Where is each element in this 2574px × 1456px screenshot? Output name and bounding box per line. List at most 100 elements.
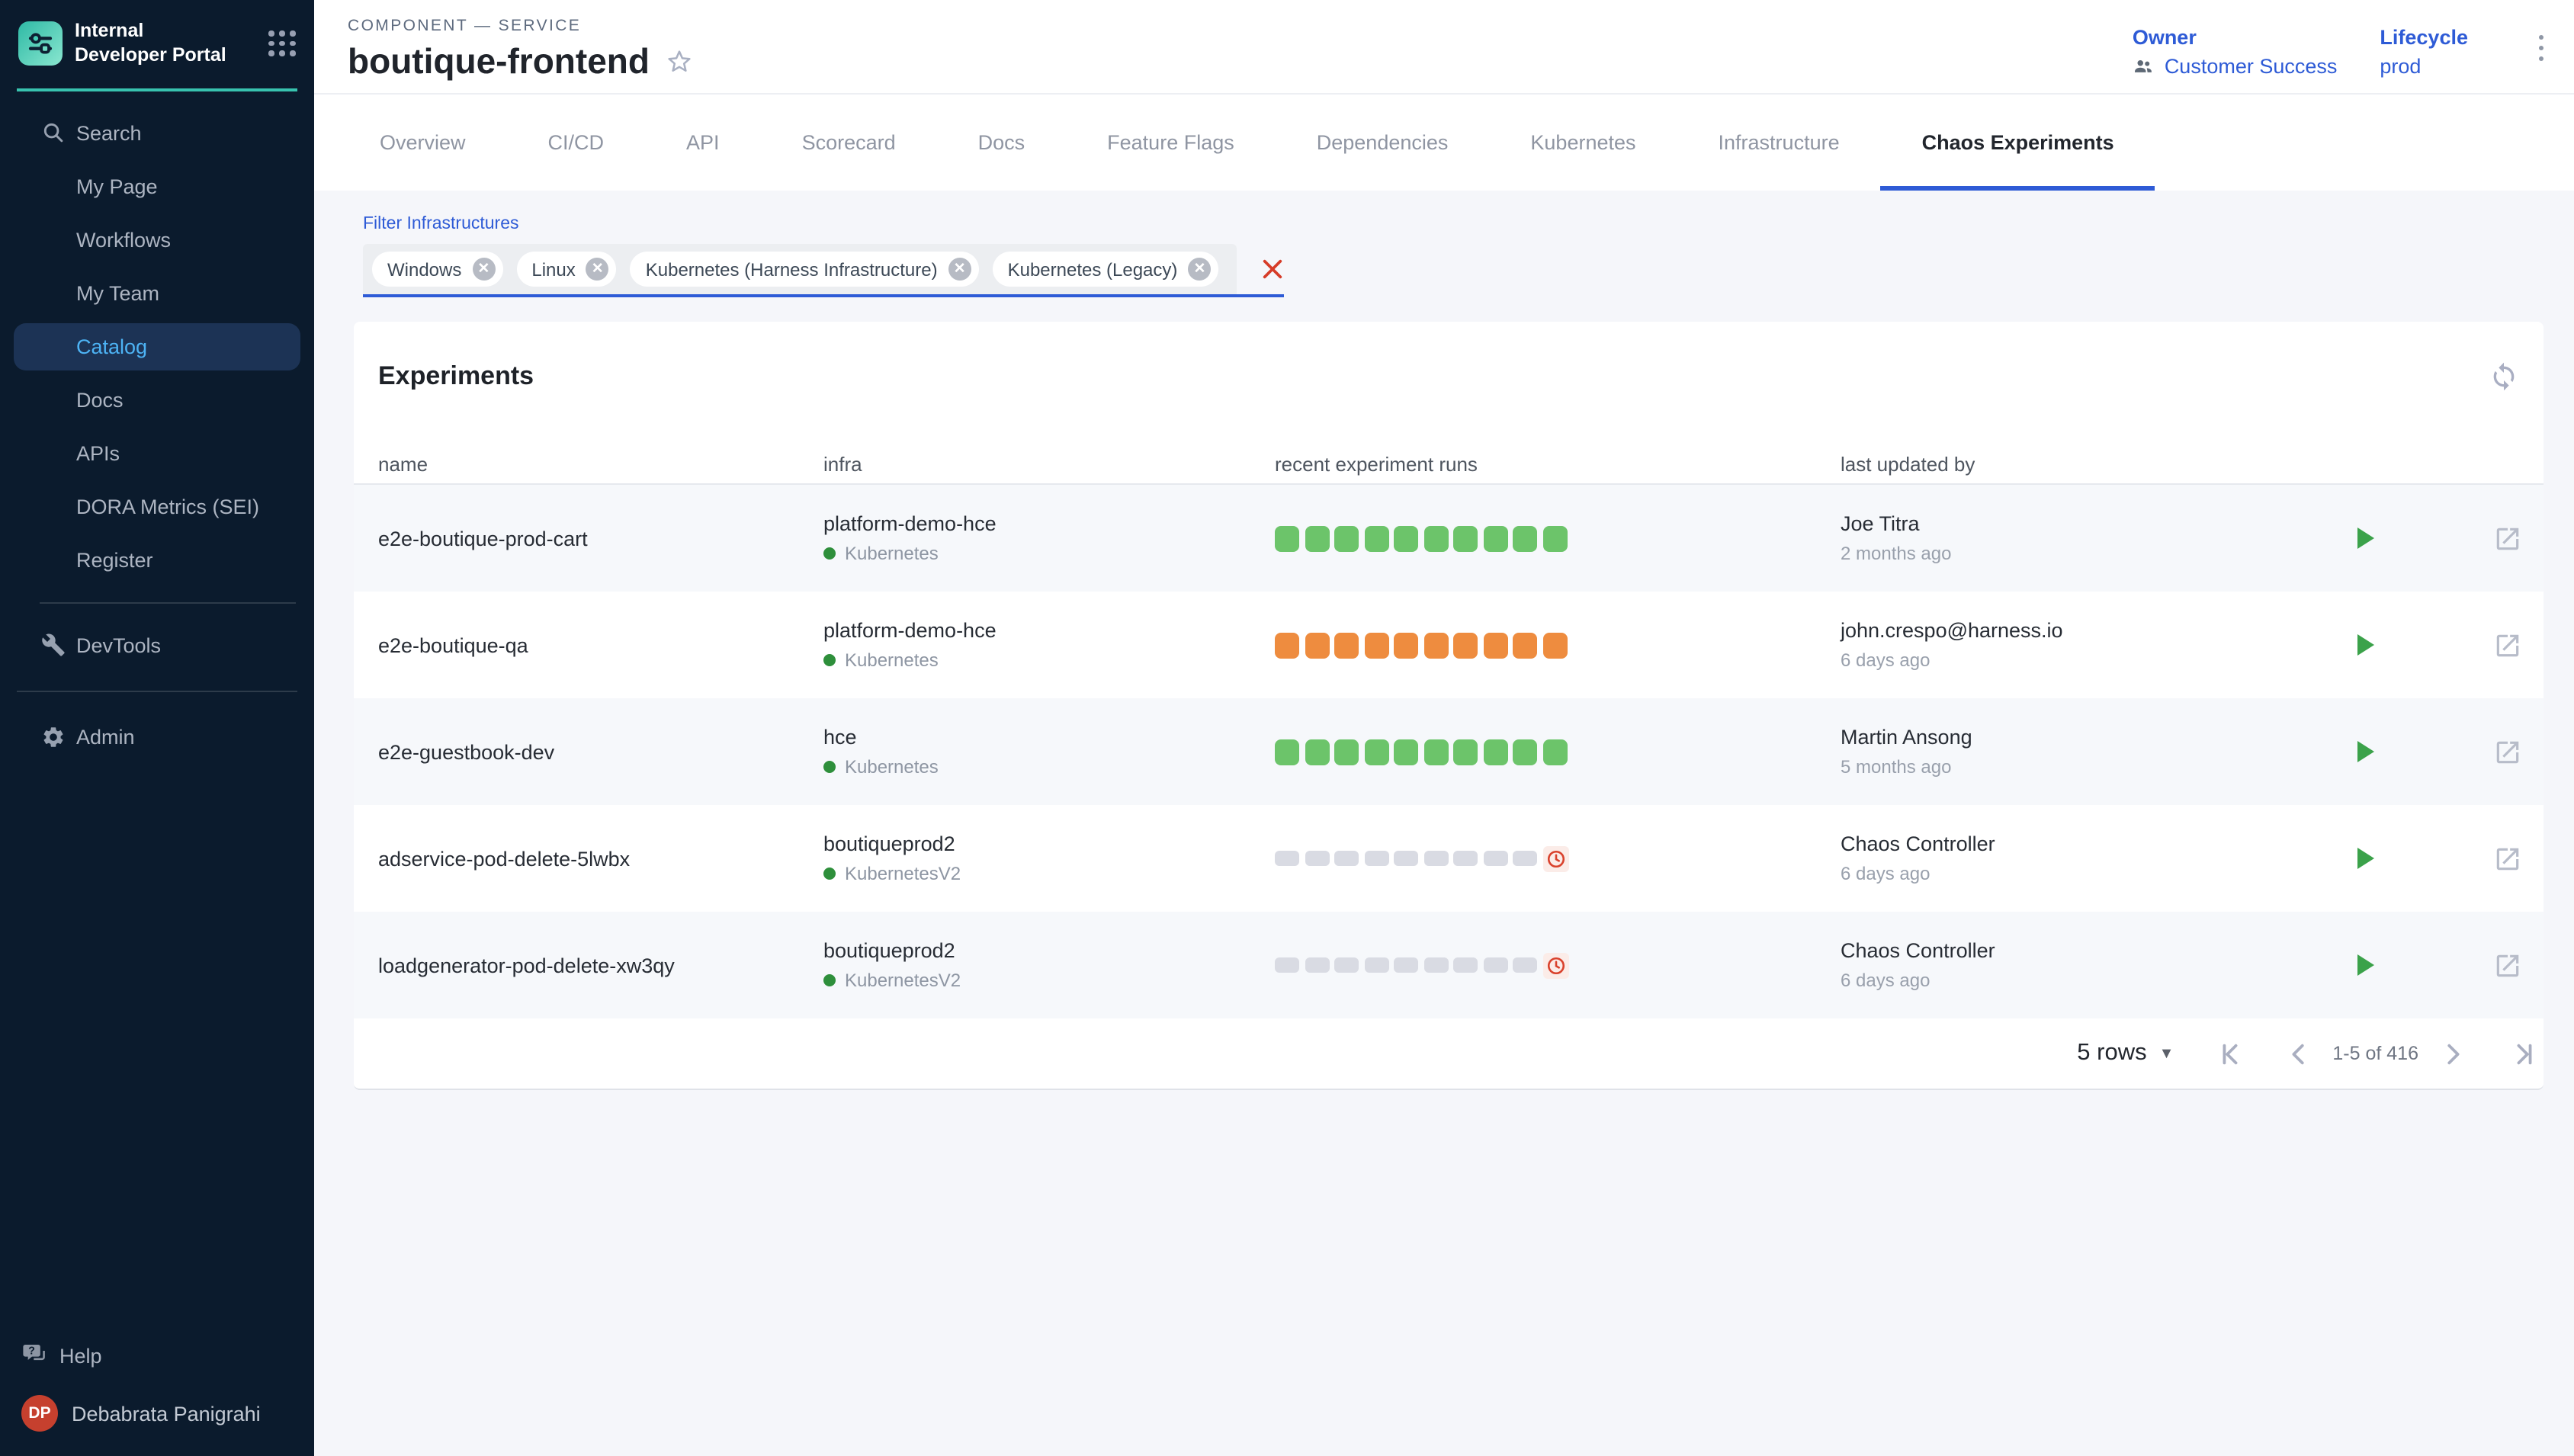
recent-runs-pending [1275, 845, 1841, 871]
run-pending-pill [1423, 851, 1448, 866]
search-icon [41, 120, 66, 145]
run-pending-pill [1275, 957, 1299, 973]
tab-api[interactable]: API [645, 95, 761, 191]
next-page-button[interactable] [2440, 1041, 2466, 1066]
sidebar-item-catalog[interactable]: Catalog [14, 322, 300, 370]
run-passed-square [1453, 525, 1478, 551]
user-row[interactable]: DP Debabrata Panigrahi [0, 1383, 314, 1456]
updated-time: 2 months ago [1841, 543, 2328, 564]
infra-name: platform-demo-hce [823, 512, 1275, 535]
run-passed-square [1483, 525, 1507, 551]
run-experiment-play-button[interactable] [2355, 953, 2375, 977]
run-failed-square [1275, 632, 1299, 658]
open-experiment-launch-icon[interactable] [2493, 630, 2522, 659]
run-passed-square [1453, 739, 1478, 765]
chip-remove-icon[interactable]: ✕ [472, 258, 495, 281]
owner-link[interactable]: Customer Success [2133, 54, 2338, 77]
tab-chaos-experiments[interactable]: Chaos Experiments [1881, 95, 2155, 191]
tab-kubernetes[interactable]: Kubernetes [1489, 95, 1677, 191]
last-updated-cell: Chaos Controller6 days ago [1841, 832, 2328, 884]
open-experiment-launch-icon[interactable] [2493, 524, 2522, 553]
open-experiment-launch-icon[interactable] [2493, 951, 2522, 980]
sidebar-item-my-page[interactable]: My Page [0, 159, 314, 213]
sidebar-item-devtools[interactable]: DevTools [0, 618, 314, 672]
tab-ci-cd[interactable]: CI/CD [507, 95, 646, 191]
status-dot-icon [823, 868, 836, 880]
infra-type: Kubernetes [823, 543, 1275, 564]
run-passed-square [1275, 525, 1299, 551]
rows-per-page-select[interactable]: 5 rows ▼ [2077, 1040, 2174, 1067]
tab-docs[interactable]: Docs [937, 95, 1067, 191]
run-passed-square [1542, 525, 1567, 551]
previous-page-button[interactable] [2285, 1041, 2311, 1066]
clear-filter-icon[interactable] [1261, 258, 1284, 281]
recent-runs-passed [1275, 525, 1841, 551]
filter-chip-windows[interactable]: Windows✕ [372, 252, 502, 287]
tab-feature-flags[interactable]: Feature Flags [1066, 95, 1276, 191]
more-options-kebab-icon[interactable] [2529, 25, 2553, 70]
run-experiment-play-button[interactable] [2355, 633, 2375, 657]
status-dot-icon [823, 654, 836, 666]
infra-type: Kubernetes [823, 649, 1275, 671]
run-experiment-play-button[interactable] [2355, 526, 2375, 550]
column-header-name: name [378, 452, 823, 475]
first-page-button[interactable] [2216, 1041, 2242, 1066]
sidebar-divider-teal [17, 88, 297, 91]
sidebar-item-register[interactable]: Register [0, 533, 314, 586]
chip-remove-icon[interactable]: ✕ [1188, 258, 1211, 281]
run-passed-square [1305, 739, 1329, 765]
run-failed-square [1483, 632, 1507, 658]
favorite-star-icon[interactable] [665, 47, 694, 76]
run-experiment-play-button[interactable] [2355, 739, 2375, 764]
refresh-icon[interactable] [2489, 361, 2519, 392]
tab-dependencies[interactable]: Dependencies [1276, 95, 1490, 191]
status-dot-icon [823, 761, 836, 773]
help-chat-icon: ? [21, 1340, 47, 1371]
updated-by: Chaos Controller [1841, 832, 2328, 855]
sidebar-item-admin[interactable]: Admin [0, 710, 314, 763]
entity-tabs: OverviewCI/CDAPIScorecardDocsFeature Fla… [314, 95, 2574, 191]
chip-remove-icon[interactable]: ✕ [948, 258, 971, 281]
run-passed-square [1275, 739, 1299, 765]
filter-chip-linux[interactable]: Linux✕ [516, 252, 616, 287]
run-passed-square [1513, 525, 1537, 551]
last-page-button[interactable] [2511, 1041, 2537, 1066]
table-row-e2e-boutique-qa: e2e-boutique-qaplatform-demo-hceKubernet… [354, 592, 2544, 698]
run-experiment-play-button[interactable] [2355, 846, 2375, 871]
tab-overview[interactable]: Overview [339, 95, 507, 191]
run-failed-square [1423, 632, 1448, 658]
sidebar-item-docs[interactable]: Docs [0, 373, 314, 426]
portal-title: Internal Developer Portal [75, 18, 230, 68]
sidebar-item-dora-metrics-sei[interactable]: DORA Metrics (SEI) [0, 479, 314, 533]
filter-chip-kubernetes-harness-infrastructure[interactable]: Kubernetes (Harness Infrastructure)✕ [631, 252, 979, 287]
sidebar-divider [17, 690, 297, 691]
sidebar-item-my-team[interactable]: My Team [0, 266, 314, 319]
chip-remove-icon[interactable]: ✕ [586, 258, 609, 281]
open-experiment-launch-icon[interactable] [2493, 844, 2522, 873]
svg-text:?: ? [28, 1345, 35, 1358]
updated-time: 6 days ago [1841, 649, 2328, 671]
open-experiment-launch-icon[interactable] [2493, 737, 2522, 766]
updated-time: 6 days ago [1841, 970, 2328, 991]
sidebar-item-search[interactable]: Search [0, 106, 314, 159]
filter-select[interactable]: Windows✕ Linux✕ Kubernetes (Harness Infras… [363, 244, 1284, 297]
apps-grid-icon[interactable] [268, 30, 296, 56]
run-pending-pill [1483, 851, 1507, 866]
owner-meta: Owner Customer Success [2133, 25, 2338, 77]
tab-infrastructure[interactable]: Infrastructure [1677, 95, 1881, 191]
run-pending-pill [1453, 957, 1478, 973]
sidebar-item-help[interactable]: ? Help [0, 1328, 314, 1383]
filter-chips-box[interactable]: Windows✕ Linux✕ Kubernetes (Harness Infras… [363, 244, 1237, 294]
sidebar-item-workflows[interactable]: Workflows [0, 213, 314, 266]
sidebar-spacer [0, 763, 314, 1328]
table-row-e2e-guestbook-dev: e2e-guestbook-devhceKubernetesMartin Ans… [354, 698, 2544, 805]
updated-by: Joe Titra [1841, 512, 2328, 535]
infra-type: KubernetesV2 [823, 863, 1275, 884]
sidebar-item-apis[interactable]: APIs [0, 426, 314, 479]
lifecycle-value: prod [2380, 54, 2468, 77]
sidebar-item-label: Register [76, 548, 153, 571]
tab-scorecard[interactable]: Scorecard [761, 95, 937, 191]
filter-chip-kubernetes-legacy[interactable]: Kubernetes (Legacy)✕ [993, 252, 1219, 287]
run-passed-square [1364, 525, 1388, 551]
run-passed-square [1423, 739, 1448, 765]
